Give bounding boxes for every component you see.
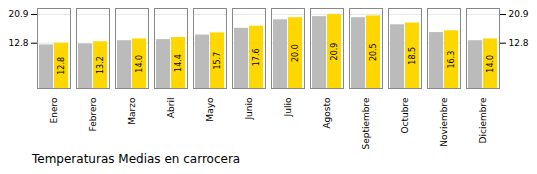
svg-text:Julio: Julio xyxy=(283,97,293,117)
svg-text:13.2: 13.2 xyxy=(96,56,105,74)
svg-text:Mayo: Mayo xyxy=(205,97,215,122)
svg-text:Septiembre: Septiembre xyxy=(361,97,371,150)
svg-text:Junio: Junio xyxy=(244,97,254,121)
svg-text:Marzo: Marzo xyxy=(127,97,137,125)
svg-text:16.3: 16.3 xyxy=(447,51,456,69)
svg-text:17.6: 17.6 xyxy=(252,48,261,66)
svg-text:12.8: 12.8 xyxy=(57,57,66,75)
svg-text:Octubre: Octubre xyxy=(400,97,410,133)
svg-text:14.4: 14.4 xyxy=(174,54,183,72)
svg-text:Diciembre: Diciembre xyxy=(478,97,488,143)
html-text:Temperaturas Medias en carroce: Temperaturas Medias en carrocera xyxy=(32,152,241,166)
svg-text:20.0: 20.0 xyxy=(291,44,300,62)
svg-text:14.0: 14.0 xyxy=(486,55,495,73)
svg-text:20.5: 20.5 xyxy=(369,43,378,61)
svg-text:20.9: 20.9 xyxy=(330,43,339,61)
svg-text:Febrero: Febrero xyxy=(88,97,98,131)
svg-text:Agosto: Agosto xyxy=(322,97,332,129)
svg-text:14.0: 14.0 xyxy=(135,55,144,73)
svg-text:18.5: 18.5 xyxy=(408,47,417,65)
svg-text:Enero: Enero xyxy=(49,97,59,123)
svg-text:20.9: 20.9 xyxy=(8,9,28,19)
svg-text:12.8: 12.8 xyxy=(8,38,28,48)
svg-text:20.9: 20.9 xyxy=(509,9,529,19)
svg-text:Abril: Abril xyxy=(166,98,176,119)
svg-text:15.7: 15.7 xyxy=(213,52,222,70)
svg-text:Noviembre: Noviembre xyxy=(439,97,449,147)
svg-text:12.8: 12.8 xyxy=(509,38,529,48)
